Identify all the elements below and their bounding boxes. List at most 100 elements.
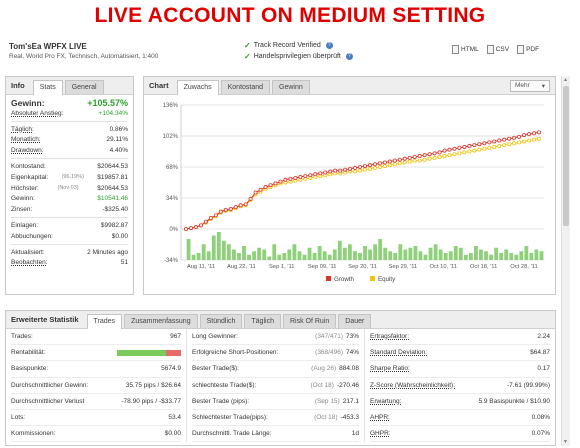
stat-label[interactable]: Erwartung: (370, 397, 402, 405)
tab-summary[interactable]: Zusammenfassung (124, 314, 198, 328)
stat-label: Rentabilität: (11, 349, 46, 357)
tab-profit[interactable]: Gewinn (272, 80, 310, 94)
daily-row: Täglich: 0.86% (11, 124, 128, 135)
activity-bar (494, 247, 499, 260)
stats-header: Erweiterte Statistik Trades Zusammenfass… (6, 311, 555, 329)
activity-bar (463, 254, 468, 260)
activity-bar (196, 253, 201, 260)
activity-bar (489, 254, 493, 260)
growth-point (263, 185, 268, 190)
html-file-icon (452, 45, 459, 54)
stat-label[interactable]: Standard Deviation: (370, 349, 428, 357)
stat-label[interactable]: GHPR: (370, 430, 391, 438)
tab-risk-of-ruin[interactable]: Risk Of Ruin (282, 314, 337, 328)
tab-daily[interactable]: Täglich (244, 314, 281, 328)
activity-bar (322, 251, 327, 260)
stat-value: -270.46 (336, 381, 359, 389)
daily-label[interactable]: Täglich: (11, 125, 34, 133)
equity-point (472, 148, 477, 153)
x-tick-label: Sep 29, '11 (389, 264, 418, 270)
stat-value: 0.08% (531, 414, 550, 422)
x-tick-label: Aug 11, '11 (187, 264, 215, 270)
tab-duration[interactable]: Dauer (338, 314, 372, 328)
growth-point (278, 179, 283, 184)
equity-line (185, 138, 540, 230)
activity-bar (509, 253, 514, 260)
gain-value: +105.57% (87, 98, 128, 108)
export-csv-link[interactable]: CSV (486, 45, 509, 54)
growth-point (497, 138, 502, 143)
activity-bar (257, 247, 262, 260)
equity-note: (96.19%) (61, 174, 84, 181)
growth-point (512, 135, 517, 140)
monthly-label[interactable]: Monatlich: (11, 136, 41, 144)
export-html-link[interactable]: HTML (452, 45, 479, 54)
activity-bar (534, 249, 539, 260)
page-banner: LIVE ACCOUNT ON MEDIUM SETTING (94, 4, 486, 27)
scroll-up-icon[interactable]: ▲ (563, 77, 568, 83)
drawdown-label[interactable]: Drawdown: (11, 147, 44, 155)
activity-bar (347, 244, 352, 260)
growth-point (233, 205, 238, 210)
activity-bar (272, 244, 277, 260)
withdrawals-label: Abbuchungen: (11, 232, 53, 240)
verification-track-record: ✓ Track Record Verified ? (244, 40, 353, 51)
abs-gain-label[interactable]: Absoluter Anstieg: (11, 109, 64, 117)
tab-hourly[interactable]: Stündlich (199, 314, 243, 328)
more-dropdown[interactable]: Mehr ▾ (510, 80, 550, 92)
growth-point (318, 171, 323, 176)
daily-value: 0.86% (109, 125, 128, 133)
growth-point (218, 209, 223, 214)
activity-bar (438, 249, 443, 260)
profit-row: Gewinn: $10541.46 (11, 194, 128, 205)
growth-point (298, 175, 303, 180)
x-tick-label: Oct 10, '11 (430, 264, 457, 270)
growth-point (502, 137, 507, 142)
equity-point (377, 165, 382, 170)
growth-point (288, 176, 293, 181)
tab-balance[interactable]: Kontostand (220, 80, 271, 94)
stat-label: Basispunkte: (11, 365, 49, 373)
page-scrollbar[interactable]: ▲ ▼ (561, 76, 570, 446)
growth-point (522, 133, 527, 138)
export-pdf-link[interactable]: PDF (517, 45, 539, 54)
scrollbar-thumb[interactable] (563, 86, 569, 226)
activity-bar (201, 244, 206, 260)
tab-growth[interactable]: Zuwachs (176, 80, 219, 95)
stat-row: Erwartung: 5.9 Basispunkte / $10.90 (370, 394, 550, 410)
csv-file-icon (486, 45, 494, 54)
equity-point (392, 162, 397, 167)
watchers-link[interactable]: Beobachten: (11, 259, 48, 267)
growth-point (427, 152, 432, 157)
growth-point (362, 164, 367, 169)
stats-column-2: Long Gewinner: (347/471) 73% Erfolgreiche … (187, 329, 365, 443)
stat-value: 5.9 Basispunkte / $10.90 (478, 397, 550, 405)
growth-point (477, 142, 482, 147)
equity-point (507, 142, 512, 147)
growth-point (432, 151, 437, 156)
stat-value: 73% (345, 333, 359, 341)
stat-label[interactable]: AHPR: (370, 414, 390, 422)
growth-point (472, 143, 477, 148)
activity-bar (398, 244, 403, 260)
help-icon[interactable]: ? (325, 42, 333, 49)
growth-point (536, 130, 541, 135)
stat-row: schlechteste Trade($): (Oct 18) -270.46 (192, 378, 359, 394)
tab-trades[interactable]: Trades (86, 314, 123, 329)
activity-bar (211, 235, 216, 260)
stat-label[interactable]: Ertragsfaktor: (370, 333, 410, 341)
stats-column-3: Ertragsfaktor: 2.24 Standard Deviation: $6… (365, 329, 555, 443)
activity-bar (499, 253, 504, 260)
y-tick-label: 34% (166, 196, 179, 202)
scroll-down-icon[interactable]: ▼ (563, 439, 568, 445)
growth-point (487, 140, 492, 145)
x-tick-label: Sep 1, '11 (269, 264, 295, 270)
help-icon[interactable]: ? (345, 53, 353, 60)
tab-general[interactable]: General (64, 80, 104, 94)
growth-point (482, 141, 487, 146)
equity-point (353, 169, 358, 174)
monthly-row: Monatlich: 29.11% (11, 135, 128, 146)
stat-label[interactable]: Sharpe Ratio: (370, 365, 410, 373)
stat-label[interactable]: Z-Score (Wahrscheinlichkeit): (370, 381, 456, 389)
tab-stats[interactable]: Stats (32, 80, 63, 95)
